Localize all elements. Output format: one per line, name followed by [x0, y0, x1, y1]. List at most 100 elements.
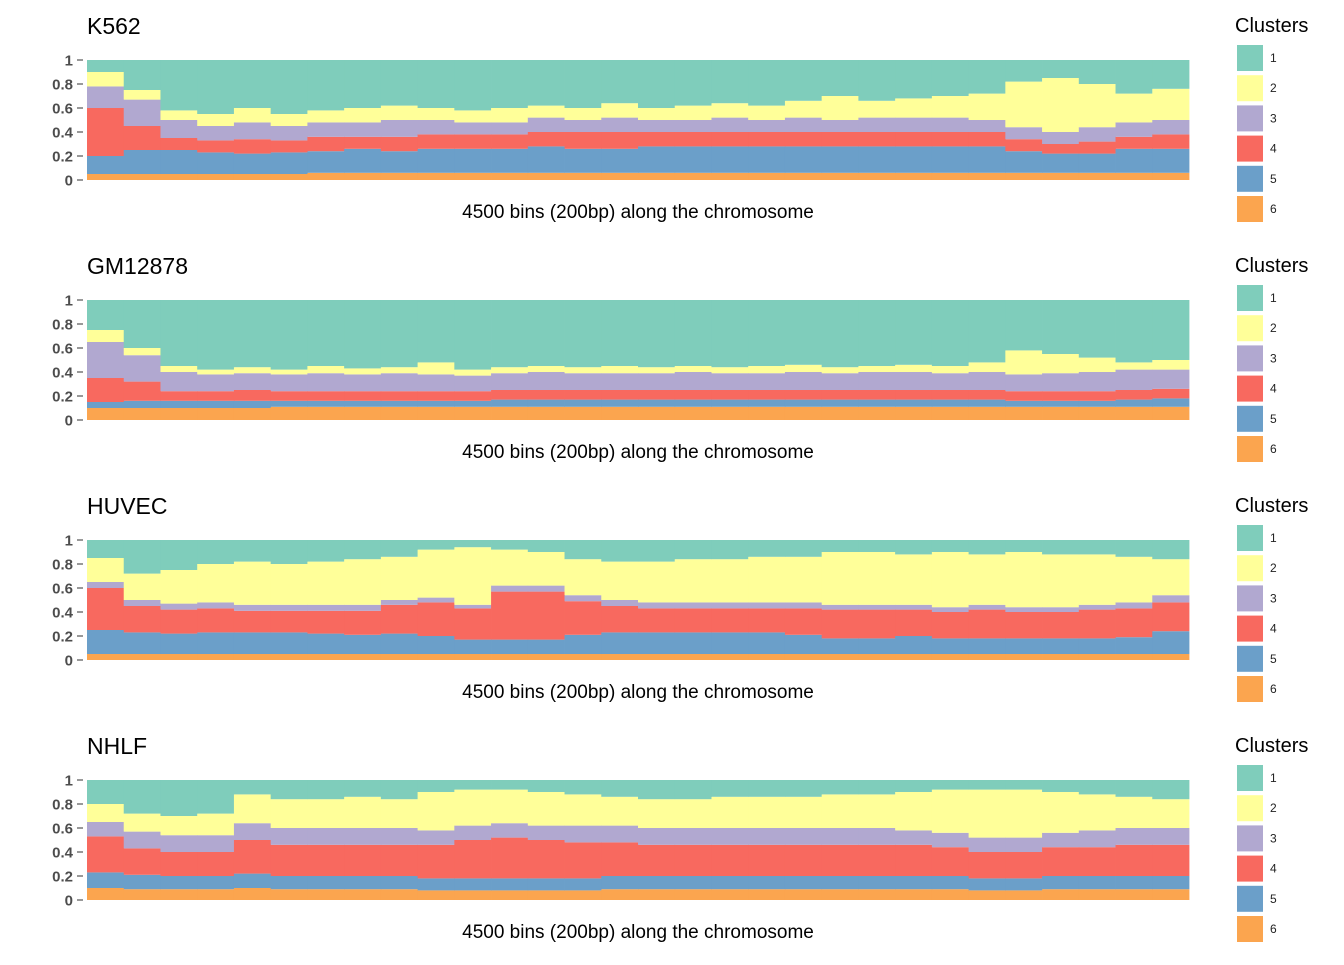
panel-k562: K562 0 0.2 0.4 0.6 0.8 1 4500 bins (200bp) alon… — [52, 13, 1308, 223]
bar-segment-cluster-4 — [1152, 388, 1190, 399]
bar-segment-cluster-5 — [674, 876, 712, 890]
bar-segment-cluster-5 — [858, 146, 896, 173]
legend-label: 1 — [1270, 51, 1277, 65]
bar-segment-cluster-3 — [417, 830, 455, 845]
bar-segment-cluster-4 — [821, 390, 859, 400]
bar-segment-cluster-2 — [344, 796, 382, 828]
bar-segment-cluster-2 — [233, 561, 272, 605]
bar-segment-cluster-5 — [748, 876, 786, 890]
bar-segment-cluster-3 — [270, 374, 308, 392]
bar-segment-cluster-1 — [417, 780, 455, 792]
bar-segment-cluster-4 — [895, 844, 933, 876]
bar-segment-cluster-4 — [895, 390, 933, 400]
bar-segment-cluster-2 — [87, 558, 125, 582]
bar-segment-cluster-6 — [784, 654, 823, 660]
bar-segment-cluster-1 — [160, 60, 198, 111]
bar-segment-cluster-1 — [968, 60, 1006, 94]
bar-segment-cluster-3 — [344, 374, 382, 392]
y-tick-label: 0.6 — [52, 341, 73, 358]
bar-segment-cluster-6 — [674, 406, 712, 420]
bar-segment-cluster-5 — [784, 634, 823, 654]
bar-segment-cluster-2 — [895, 554, 933, 605]
bar-segment-cluster-4 — [307, 391, 345, 401]
bar-segment-cluster-4 — [601, 606, 639, 633]
bar-segment-cluster-4 — [344, 391, 382, 401]
y-tick-label: 0.4 — [52, 845, 74, 862]
bar-segment-cluster-5 — [417, 636, 455, 654]
bar-segment-cluster-4 — [858, 390, 896, 400]
bar-segment-cluster-5 — [1042, 153, 1080, 173]
bar-segment-cluster-6 — [638, 406, 676, 420]
bar-segment-cluster-6 — [417, 172, 455, 180]
bar-segment-cluster-1 — [638, 300, 676, 368]
panel-nhlf: NHLF 0 0.2 0.4 0.6 0.8 1 4500 bins (200bp) alon… — [52, 733, 1308, 943]
bar-segment-cluster-4 — [968, 132, 1006, 147]
bar-segment-cluster-2 — [968, 362, 1006, 372]
bar-segment-cluster-5 — [307, 633, 345, 654]
bar-segment-cluster-5 — [711, 146, 749, 173]
bar-segment-cluster-3 — [748, 373, 786, 390]
y-tick-label: 0.8 — [52, 77, 73, 94]
bar-segment-cluster-6 — [491, 406, 529, 420]
y-tick-label: 1 — [65, 773, 73, 790]
bar-segment-cluster-6 — [160, 408, 198, 420]
bar-segment-cluster-4 — [1078, 847, 1116, 876]
bar-segment-cluster-1 — [638, 60, 676, 108]
bar-segment-cluster-2 — [491, 108, 529, 123]
bar-segment-cluster-4 — [123, 381, 161, 401]
bar-segment-cluster-5 — [344, 876, 382, 890]
bar-segment-cluster-1 — [87, 300, 125, 330]
bar-segment-cluster-3 — [307, 373, 345, 392]
bar-segment-cluster-3 — [564, 595, 602, 602]
bar-segment-cluster-6 — [784, 172, 823, 180]
bar-segment-cluster-2 — [123, 90, 161, 100]
bar-segment-cluster-3 — [454, 375, 492, 392]
bar-segment-cluster-6 — [527, 890, 565, 900]
bar-segment-cluster-3 — [380, 373, 418, 392]
bar-segment-cluster-4 — [564, 842, 602, 879]
bar-segment-cluster-1 — [674, 60, 712, 106]
bar-segment-cluster-1 — [858, 60, 896, 101]
bar-segment-cluster-3 — [380, 828, 418, 845]
bar-segment-cluster-1 — [380, 300, 418, 368]
legend-title: Clusters — [1235, 735, 1308, 757]
bar-segment-cluster-3 — [1042, 832, 1080, 848]
y-tick-label: 0 — [65, 413, 73, 430]
bar-segment-cluster-4 — [1152, 844, 1190, 876]
bar-segment-cluster-5 — [270, 632, 308, 654]
legend-swatch-cluster-6 — [1237, 676, 1263, 702]
bar-segment-cluster-5 — [895, 876, 933, 890]
bar-segment-cluster-1 — [307, 540, 345, 562]
bar-segment-cluster-4 — [968, 852, 1006, 879]
bar-segment-cluster-5 — [968, 638, 1006, 654]
bar-segment-cluster-3 — [968, 604, 1006, 610]
bar-segment-cluster-6 — [270, 889, 308, 900]
bar-segment-cluster-3 — [674, 372, 712, 390]
bar-segment-cluster-6 — [270, 654, 308, 660]
bar-segment-cluster-4 — [931, 390, 969, 400]
bar-segment-cluster-4 — [233, 139, 272, 154]
bar-segment-cluster-5 — [233, 400, 272, 408]
bar-segment-cluster-6 — [821, 406, 859, 420]
legend-label: 5 — [1270, 652, 1277, 666]
bar-segment-cluster-6 — [1042, 889, 1080, 900]
bar-segment-cluster-2 — [1005, 350, 1043, 375]
bar-segment-cluster-2 — [858, 794, 896, 828]
bar-segment-cluster-6 — [858, 172, 896, 180]
bar-segment-cluster-4 — [601, 842, 639, 876]
bar-segment-cluster-1 — [674, 300, 712, 366]
bar-segment-cluster-3 — [968, 837, 1006, 852]
legend: Clusters 1 2 3 4 5 6 — [1235, 255, 1308, 462]
bar-segment-cluster-3 — [968, 372, 1006, 390]
bar-segment-cluster-6 — [380, 172, 418, 180]
bar-segment-cluster-5 — [233, 873, 272, 888]
bar-segment-cluster-1 — [1115, 300, 1153, 363]
bar-segment-cluster-6 — [564, 890, 602, 900]
bar-segment-cluster-1 — [454, 60, 492, 111]
bar-segment-cluster-1 — [1042, 540, 1080, 555]
legend-label: 4 — [1270, 142, 1277, 156]
y-tick-label: 0.6 — [52, 821, 73, 838]
bar-segment-cluster-4 — [1005, 612, 1043, 639]
legend-swatch-cluster-5 — [1237, 885, 1263, 912]
bar-segment-cluster-6 — [1152, 654, 1190, 660]
